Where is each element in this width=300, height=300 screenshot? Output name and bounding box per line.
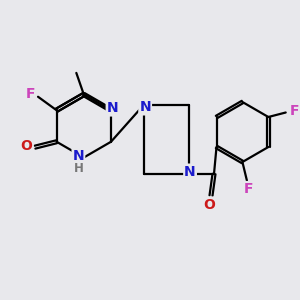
Text: N: N [107,101,118,116]
Text: O: O [204,198,215,212]
Text: N: N [184,165,196,178]
Text: F: F [26,87,35,101]
Text: O: O [21,139,33,153]
Text: N: N [73,149,84,163]
Text: N: N [139,100,151,114]
Text: F: F [244,182,253,196]
Text: H: H [74,162,83,176]
Text: F: F [289,104,299,118]
